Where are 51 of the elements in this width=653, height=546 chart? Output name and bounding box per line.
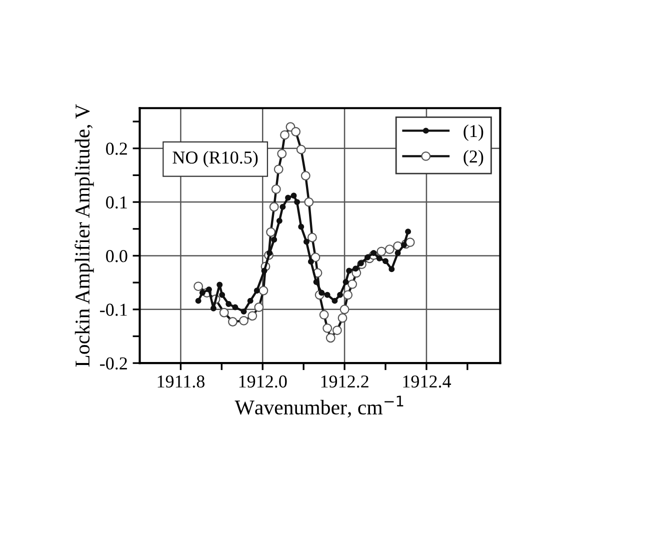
y-tick-label: -0.1 (100, 304, 127, 316)
point (210, 305, 216, 312)
y-tick-label: 0.0 (106, 250, 128, 262)
point (216, 282, 223, 288)
point (370, 250, 377, 256)
point (261, 268, 268, 274)
point (337, 292, 344, 298)
point (394, 250, 401, 256)
y-tick-label: -0.2 (100, 357, 127, 370)
point (332, 298, 338, 304)
point (352, 266, 359, 272)
point (199, 290, 206, 296)
point (400, 242, 407, 248)
point (303, 238, 310, 245)
point (285, 194, 292, 201)
point (382, 258, 388, 264)
point (358, 260, 364, 266)
point (206, 286, 212, 293)
point (342, 279, 349, 286)
point (346, 268, 352, 274)
x-tick-label: 1911.8 (158, 375, 204, 388)
point (276, 218, 282, 224)
point (308, 258, 314, 265)
point (271, 236, 278, 243)
y-axis-title: Lockin Amplifier Amplitude, V (74, 104, 94, 367)
x-tick-label: 1912.2 (321, 375, 368, 388)
point (254, 288, 260, 294)
point (388, 266, 395, 272)
point (298, 224, 304, 230)
point (247, 298, 254, 304)
legend-label: (1) (464, 124, 484, 141)
point (232, 304, 238, 310)
point (280, 204, 286, 210)
x-tick-label: 1912.4 (403, 375, 452, 388)
point (324, 292, 330, 298)
point (313, 279, 320, 286)
point (290, 192, 297, 199)
point (376, 255, 382, 262)
point (294, 199, 300, 206)
point (226, 301, 232, 308)
x-tick-label: 1912.0 (239, 375, 287, 388)
point (195, 298, 202, 304)
annotation: NO (R10.5) (172, 150, 258, 168)
x-axis-title: Wavenumber, cm$^{−1}$ (234, 396, 404, 418)
point (240, 308, 247, 315)
y-tick-label: 0.1 (106, 196, 127, 209)
point (405, 228, 412, 235)
point (266, 250, 273, 256)
legend-label: (2) (464, 150, 484, 166)
point (219, 292, 226, 298)
y-tick-label: 0.2 (106, 142, 127, 155)
